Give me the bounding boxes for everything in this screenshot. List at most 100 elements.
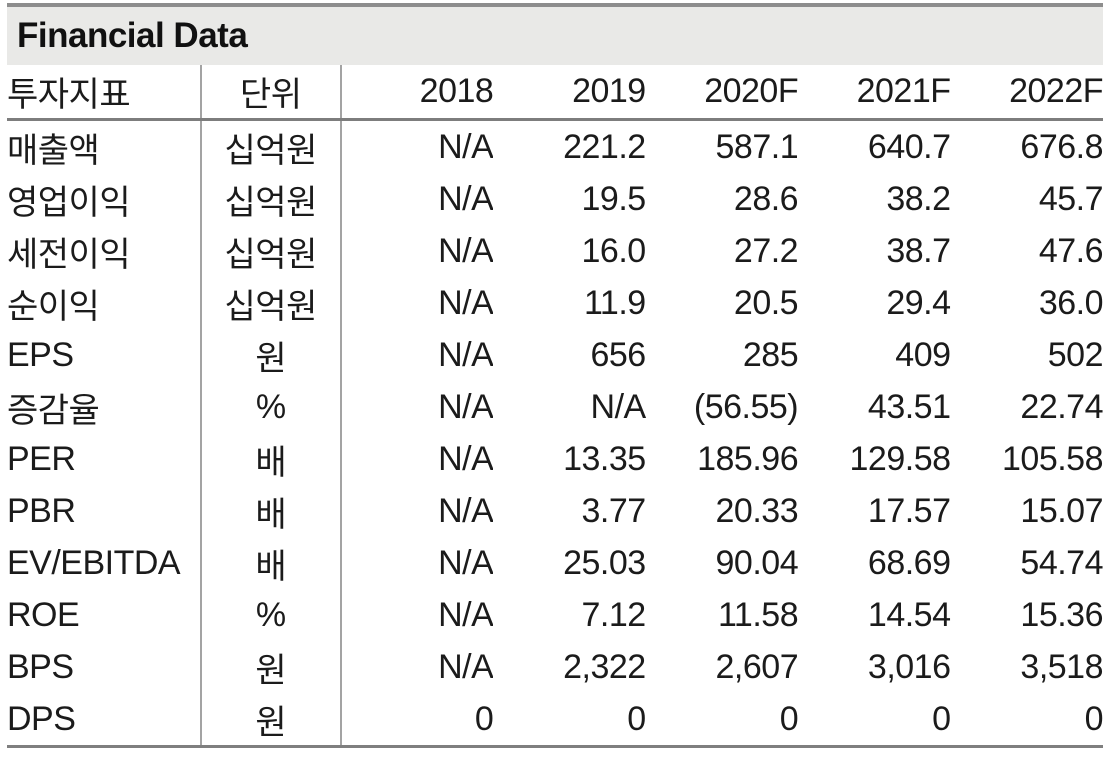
panel-title: Financial Data [7,7,1103,65]
value-cell: 17.57 [867,491,951,530]
value-cell: 587.1 [715,127,799,166]
value-cell: 0 [474,699,494,738]
unit-cell: 배 [200,485,342,537]
table-row-bps: BPS 원 N/A 2,322 2,607 3,016 3,518 [7,641,1103,693]
table-row-ev-ebitda: EV/EBITDA 배 N/A 25.03 90.04 68.69 54.74 [7,537,1103,589]
value-cell: 54.74 [1020,543,1103,582]
value-cell: N/A [590,387,646,426]
metric-cell: EPS [7,329,202,381]
value-cell: 22.74 [1020,387,1103,426]
value-cell: 3,016 [867,647,951,686]
metric-cell: 매출액 [7,119,202,173]
value-cell: N/A [438,179,494,218]
value-cell: 409 [895,335,951,374]
financial-table: 투자지표 단위 2018 2019 2020F 2021F 2022F 매출액 … [7,65,1103,748]
unit-cell: % [200,589,342,641]
unit-cell: 십억원 [200,277,342,329]
value-cell: 3,518 [1020,647,1103,686]
financial-data-panel: Financial Data 투자지표 단위 2018 2019 2020F 2… [7,3,1103,748]
value-cell: N/A [438,127,494,166]
value-cell: 16.0 [581,231,646,270]
value-cell: 20.33 [715,491,799,530]
value-cell: N/A [438,491,494,530]
value-cell: 11.9 [584,283,646,322]
value-cell: N/A [438,387,494,426]
metric-cell: PBR [7,485,202,537]
unit-cell: 배 [200,537,342,589]
metric-cell: 영업이익 [7,173,202,225]
value-cell: N/A [438,231,494,270]
value-cell: 11.58 [718,595,799,634]
table-row-roe: ROE % N/A 7.12 11.58 14.54 15.36 [7,589,1103,641]
value-cell: N/A [438,439,494,478]
value-cell: 28.6 [733,179,799,218]
table-row-growth-rate: 증감율 % N/A N/A (56.55) 43.51 22.74 [7,381,1103,433]
value-cell: 7.12 [581,595,646,634]
table-row-eps: EPS 원 N/A 656 285 409 502 [7,329,1103,381]
table-row-sales: 매출액 십억원 N/A 221.2 587.1 640.7 676.8 [7,119,1103,173]
value-cell: 221.2 [563,127,646,166]
col-header-2022f: 2022F [950,65,1103,121]
value-cell: 47.6 [1038,231,1103,270]
unit-cell: 십억원 [200,173,342,225]
value-cell: 15.07 [1020,491,1103,530]
col-header-metric: 투자지표 [7,65,202,121]
metric-cell: BPS [7,641,202,693]
value-cell: 502 [1047,335,1103,374]
value-cell: 29.4 [886,283,951,322]
value-cell: 25.03 [563,543,646,582]
unit-cell: 배 [200,433,342,485]
value-cell: 129.58 [849,439,951,478]
value-cell: 90.04 [715,543,799,582]
metric-cell: PER [7,433,202,485]
table-row-pbr: PBR 배 N/A 3.77 20.33 17.57 15.07 [7,485,1103,537]
unit-cell: % [200,381,342,433]
value-cell: 68.69 [867,543,951,582]
value-cell: N/A [438,647,494,686]
metric-cell: 증감율 [7,381,202,433]
col-header-2020f: 2020F [645,65,799,121]
value-cell: 185.96 [697,439,799,478]
metric-cell: EV/EBITDA [7,537,202,589]
col-header-2018: 2018 [340,65,494,121]
unit-cell: 십억원 [200,225,342,277]
value-cell: 43.51 [867,387,951,426]
value-cell: 640.7 [867,127,951,166]
unit-cell: 십억원 [200,119,342,173]
value-cell: 0 [779,699,799,738]
col-header-2021f: 2021F [798,65,951,121]
value-cell: 27.2 [733,231,799,270]
top-border-rule [7,3,1103,7]
value-cell: 14.54 [867,595,951,634]
value-cell: 2,607 [715,647,799,686]
value-cell: 285 [742,335,799,374]
value-cell: 3.77 [581,491,646,530]
table-row-dps: DPS 원 0 0 0 0 0 [7,693,1103,747]
value-cell: 38.7 [886,231,951,270]
col-header-unit: 단위 [200,65,342,121]
unit-cell: 원 [200,641,342,693]
unit-cell: 원 [200,693,342,747]
header-row: 투자지표 단위 2018 2019 2020F 2021F 2022F [7,65,1103,121]
table-row-operating-profit: 영업이익 십억원 N/A 19.5 28.6 38.2 45.7 [7,173,1103,225]
unit-cell: 원 [200,329,342,381]
metric-cell: DPS [7,693,202,747]
table-row-pretax-profit: 세전이익 십억원 N/A 16.0 27.2 38.7 47.6 [7,225,1103,277]
value-cell: 19.5 [581,179,646,218]
value-cell: 0 [1084,699,1103,738]
metric-cell: ROE [7,589,202,641]
value-cell: 105.58 [1002,439,1103,478]
value-cell: 2,322 [563,647,646,686]
value-cell: 38.2 [886,179,951,218]
value-cell: 0 [627,699,646,738]
metric-cell: 세전이익 [7,225,202,277]
value-cell: 20.5 [733,283,799,322]
value-cell: 676.8 [1020,127,1103,166]
value-cell: (56.55) [693,387,799,426]
value-cell: N/A [438,335,494,374]
value-cell: 13.35 [563,439,646,478]
value-cell: N/A [438,283,494,322]
value-cell: 36.0 [1038,283,1103,322]
col-header-2019: 2019 [493,65,646,121]
value-cell: 656 [590,335,646,374]
